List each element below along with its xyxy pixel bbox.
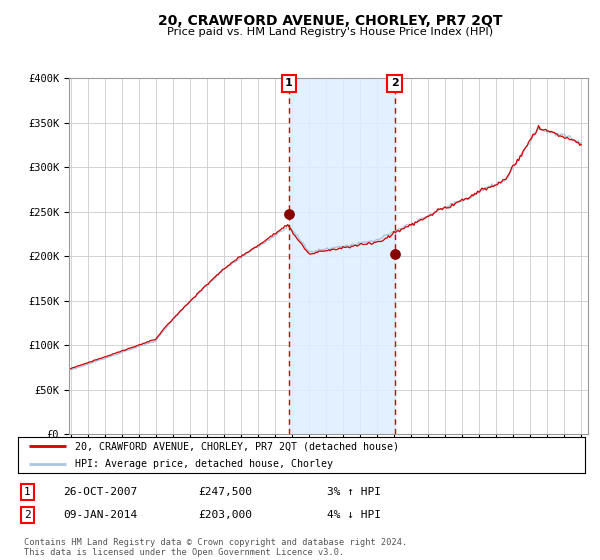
Point — [390, 249, 400, 258]
Text: 2: 2 — [391, 78, 398, 88]
Text: 26-OCT-2007: 26-OCT-2007 — [63, 487, 137, 497]
Text: 09-JAN-2014: 09-JAN-2014 — [63, 510, 137, 520]
Text: £203,000: £203,000 — [198, 510, 252, 520]
Text: 4% ↓ HPI: 4% ↓ HPI — [327, 510, 381, 520]
Text: £247,500: £247,500 — [198, 487, 252, 497]
Text: Price paid vs. HM Land Registry's House Price Index (HPI): Price paid vs. HM Land Registry's House … — [167, 27, 493, 37]
Text: 2: 2 — [24, 510, 31, 520]
Text: 20, CRAWFORD AVENUE, CHORLEY, PR7 2QT: 20, CRAWFORD AVENUE, CHORLEY, PR7 2QT — [158, 14, 502, 28]
Point — [284, 209, 293, 218]
Text: 20, CRAWFORD AVENUE, CHORLEY, PR7 2QT (detached house): 20, CRAWFORD AVENUE, CHORLEY, PR7 2QT (d… — [75, 441, 398, 451]
Bar — [289, 78, 395, 434]
Text: Contains HM Land Registry data © Crown copyright and database right 2024.
This d: Contains HM Land Registry data © Crown c… — [24, 538, 407, 557]
Text: 1: 1 — [24, 487, 31, 497]
Text: 1: 1 — [285, 78, 293, 88]
Text: HPI: Average price, detached house, Chorley: HPI: Average price, detached house, Chor… — [75, 459, 332, 469]
Text: 3% ↑ HPI: 3% ↑ HPI — [327, 487, 381, 497]
